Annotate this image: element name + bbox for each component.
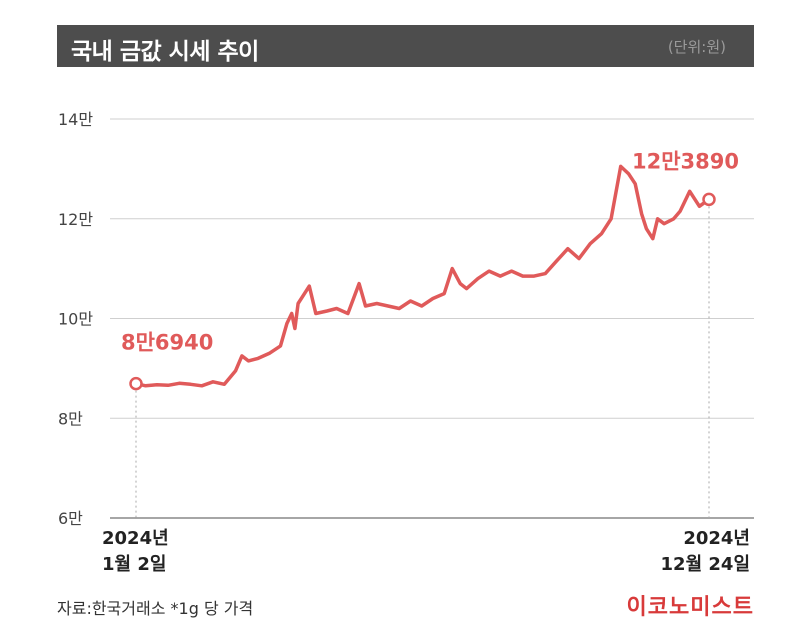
y-tick-label: 6만 [58,509,83,528]
unit-label: (단위:원) [667,38,726,56]
x-tick-label: 12월 24일 [661,554,750,575]
x-tick-label: 2024년 [683,528,750,549]
endpoint-label: 12만3890 [632,149,739,173]
title-bar: 국내 금값 시세 추이 (단위:원) [57,25,754,67]
chart-title: 국내 금값 시세 추이 [71,39,259,65]
endpoint-marker [129,376,143,391]
y-tick-label: 12만 [58,210,93,229]
endpoint-marker [702,192,716,207]
x-tick-label: 1월 2일 [102,554,166,575]
brand-logo: 이코노미스트 [626,595,754,620]
x-tick-label: 2024년 [102,528,169,549]
source-note: 자료:한국거래소 *1g 당 가격 [57,599,254,618]
y-tick-label: 14만 [58,110,93,129]
endpoint-label: 8만6940 [121,331,213,355]
y-tick-label: 8만 [58,409,83,428]
y-tick-label: 10만 [58,310,93,329]
series-line [134,164,711,388]
